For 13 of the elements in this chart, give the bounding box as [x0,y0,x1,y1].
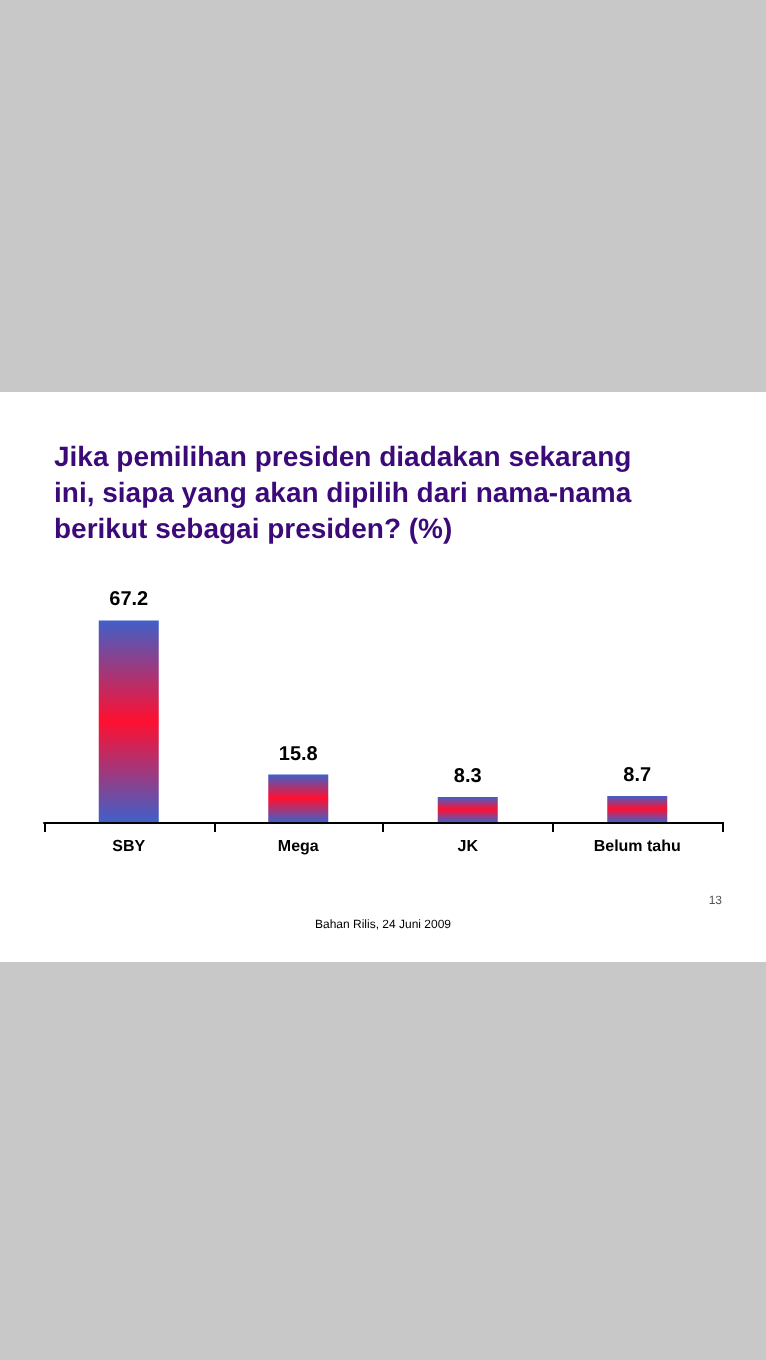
data-label: 8.3 [453,766,483,789]
bar [607,795,668,822]
data-label: 15.8 [278,743,319,766]
x-tick-label: JK [457,837,479,855]
chart-title: Jika pemilihan presiden diadakan sekarang ini, siapa yang akan dipilih dari nama-nama berikut sebagai presiden? (%) [54,440,640,544]
data-label: 8.7 [623,764,653,787]
bar [98,620,159,822]
x-tick-label: Belum tahu [593,837,682,855]
data-label: 67.2 [109,589,150,612]
x-tick-label: Mega [277,837,320,855]
x-tick-label: SBY [112,837,147,855]
bar [437,797,498,822]
bar [268,774,329,822]
